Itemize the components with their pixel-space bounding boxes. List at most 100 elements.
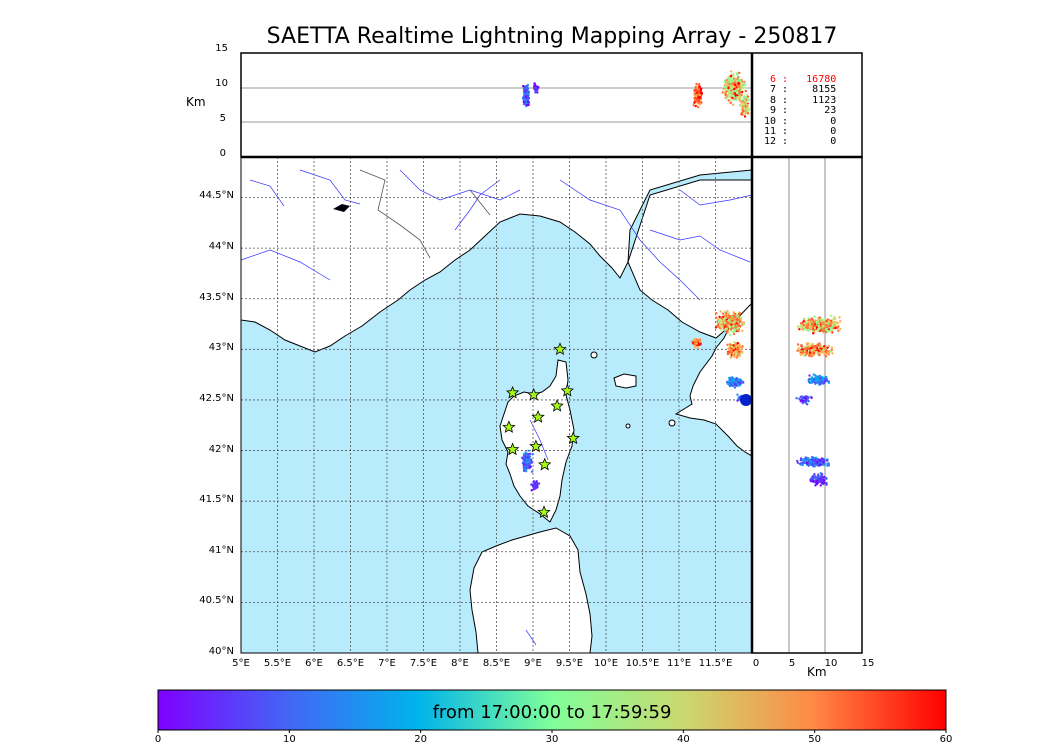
station-star — [560, 383, 574, 397]
lightning-point — [743, 99, 746, 102]
colorbar-tick-label: 10 — [282, 734, 296, 745]
lightning-point — [810, 396, 813, 400]
station-star — [566, 431, 580, 445]
lightning-point — [715, 312, 718, 315]
lightning-point — [732, 74, 735, 78]
lightning-point — [802, 461, 806, 464]
lightning-point — [743, 95, 747, 99]
lightning-point — [808, 320, 811, 323]
station-count-value: 0 — [788, 115, 837, 127]
lightning-point — [839, 320, 842, 323]
lightning-point — [836, 321, 840, 325]
lightning-point — [811, 479, 815, 482]
lightning-point — [802, 325, 805, 329]
lightning-point — [819, 321, 823, 325]
lightning-point — [729, 345, 732, 348]
lightning-point — [810, 460, 813, 463]
lightning-point — [730, 376, 733, 379]
station-star — [529, 439, 543, 453]
lat-tick-label: 43.5°N — [199, 291, 234, 303]
lon-tick-label: 9°E — [524, 658, 542, 669]
lightning-point — [825, 323, 828, 326]
lightning-point — [743, 115, 747, 118]
lightning-point — [530, 489, 533, 492]
lightning-point — [744, 111, 747, 115]
lightning-point — [795, 397, 798, 400]
colorbar-tick-label: 50 — [808, 734, 822, 745]
lightning-point — [522, 461, 525, 465]
lightning-point — [722, 323, 725, 327]
right-lightning-points — [795, 314, 842, 487]
lightning-point — [740, 86, 743, 89]
lightning-point — [526, 87, 529, 91]
lightning-point — [813, 475, 817, 478]
lightning-point — [818, 353, 821, 357]
map-panel — [241, 157, 752, 653]
lightning-point — [525, 85, 528, 88]
lightning-point — [832, 315, 836, 318]
lon-tick-label: 11°E — [666, 658, 692, 669]
lightning-point — [802, 320, 806, 323]
lightning-point — [827, 325, 830, 328]
lightning-point — [799, 457, 803, 460]
right-tick-15: 15 — [861, 658, 875, 669]
lightning-point — [825, 483, 828, 486]
lightning-point — [530, 470, 534, 473]
lightning-point — [746, 107, 749, 111]
lightning-point — [831, 352, 834, 355]
lightning-point — [720, 317, 723, 320]
colorbar-tick-label: 40 — [676, 734, 690, 745]
lightning-point — [821, 476, 824, 480]
lightning-point — [729, 323, 733, 326]
station-count-row: 9 : 23 — [764, 105, 836, 116]
lightning-point — [729, 87, 733, 90]
lightning-point — [533, 82, 536, 86]
lightning-point — [720, 323, 723, 326]
lightning-point — [695, 82, 698, 86]
lightning-point — [804, 400, 807, 403]
lightning-point — [734, 323, 737, 326]
lightning-point — [810, 327, 813, 330]
lightning-point — [692, 104, 695, 107]
lightning-point — [535, 483, 538, 486]
lightning-point — [698, 103, 702, 106]
lightning-point — [800, 348, 803, 351]
right-xlabel: Km — [807, 665, 827, 679]
lightning-point — [526, 100, 530, 104]
lightning-point — [806, 462, 809, 465]
lightning-point — [802, 323, 806, 327]
lightning-point — [812, 324, 816, 327]
lightning-point — [716, 323, 720, 326]
lightning-point — [747, 98, 750, 101]
lightning-point — [817, 324, 820, 328]
lightning-point — [801, 463, 804, 467]
lightning-point — [537, 482, 541, 485]
lightning-point — [725, 88, 728, 91]
lightning-point — [525, 458, 528, 461]
lightning-point — [523, 458, 526, 461]
lightning-point — [522, 103, 526, 106]
right-altitude-panel — [751, 156, 863, 654]
lightning-point — [536, 91, 539, 94]
lightning-point — [799, 352, 803, 355]
lat-tick-label: 44°N — [208, 241, 234, 253]
lightning-point — [729, 356, 732, 359]
station-count-value: 16780 — [788, 74, 837, 85]
lightning-point — [728, 347, 731, 351]
lightning-point — [817, 346, 821, 349]
lightning-point — [522, 87, 526, 90]
station-star — [505, 385, 520, 399]
lightning-point — [796, 349, 799, 352]
lightning-point — [732, 313, 735, 316]
lon-tick-label: 8°E — [451, 658, 469, 669]
lightning-point — [805, 320, 809, 324]
lightning-point — [815, 351, 818, 354]
lightning-point — [731, 96, 734, 100]
lightning-point — [734, 345, 737, 348]
lightning-point — [527, 449, 530, 452]
lightning-point — [731, 103, 735, 107]
lightning-point — [526, 466, 529, 469]
lightning-point — [530, 461, 534, 464]
lightning-point — [804, 345, 807, 348]
lightning-point — [810, 379, 813, 382]
